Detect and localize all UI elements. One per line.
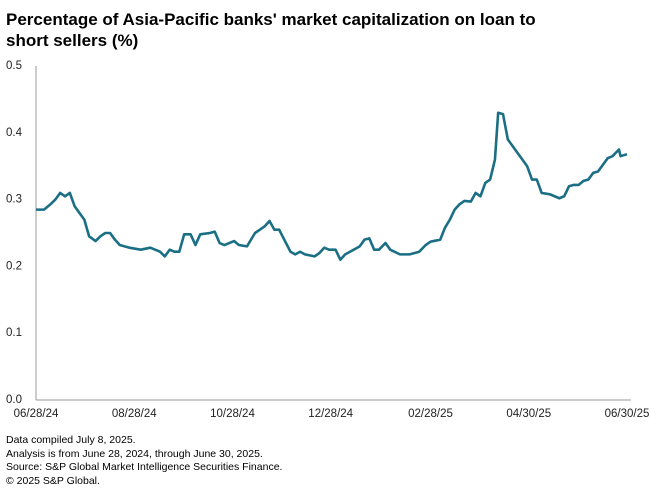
x-tick-label: 08/28/24 [112,408,157,420]
y-tick-label: 0.4 [6,127,23,139]
footnotes: Data compiled July 8, 2025. Analysis is f… [6,434,282,488]
x-tick-label: 12/28/24 [308,408,353,420]
x-tick-label: 06/30/25 [605,408,650,420]
y-tick-label: 0.2 [6,260,22,272]
footnote: Analysis is from June 28, 2024, through … [6,447,263,460]
data-line [36,111,628,262]
chart: 0.0 0.1 0.2 0.3 0.4 0.5 06/28/24 08/28/24 10/28/… [6,60,650,420]
x-tick-label: 06/28/24 [14,408,59,420]
x-tick-label: 10/28/24 [210,408,255,420]
footnote: Data compiled July 8, 2025. [6,434,136,446]
y-tick-label: 0.0 [6,394,22,406]
x-tick-label: 02/28/25 [408,408,453,420]
chart-title: Percentage of Asia-Pacific banks' market… [6,10,536,50]
x-tick-label: 04/30/25 [506,408,551,420]
footnote: Source: S&P Global Market Intelligence S… [6,461,283,473]
footnote: © 2025 S&P Global. [6,474,100,487]
y-tick-label: 0.5 [6,60,22,72]
y-tick-label: 0.1 [6,327,22,339]
y-tick-label: 0.3 [6,194,22,206]
